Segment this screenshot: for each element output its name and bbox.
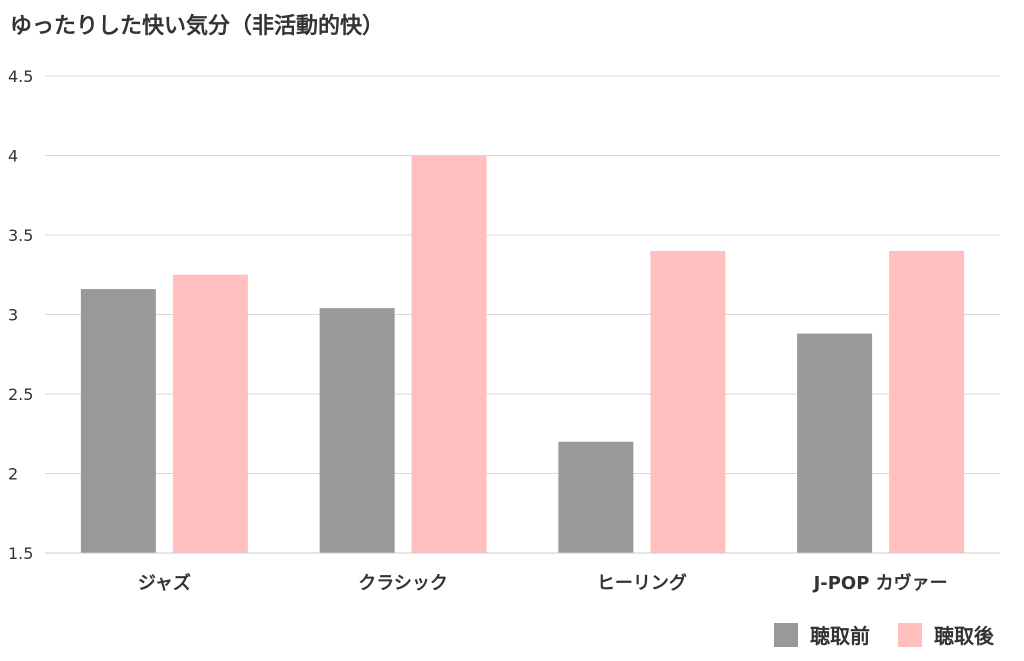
legend-swatch-after xyxy=(898,622,922,647)
legend-swatch-before xyxy=(774,622,798,647)
bar-before xyxy=(319,308,395,553)
bar-after xyxy=(889,250,965,553)
y-tick-label: 3.5 xyxy=(8,226,33,245)
x-category-label: クラシック xyxy=(358,573,448,594)
legend-label-before: 聴取前 xyxy=(810,624,870,648)
bar-after xyxy=(411,155,487,553)
bar-before xyxy=(797,333,873,553)
chart-title: ゆったりした快い気分（非活動的快） xyxy=(10,14,385,39)
y-tick-label: 4 xyxy=(8,147,18,166)
y-tick-label: 2.5 xyxy=(8,385,33,404)
x-category-label: ジャズ xyxy=(138,572,191,594)
bar-after xyxy=(172,274,248,553)
x-category-label: J-POP カヴァー xyxy=(812,572,948,594)
bar-before xyxy=(558,441,634,553)
legend-item-before: 聴取前 xyxy=(774,620,870,649)
y-tick-label: 2 xyxy=(8,465,18,484)
bar-before xyxy=(80,289,156,553)
y-tick-label: 3 xyxy=(8,306,18,325)
bar-after xyxy=(650,250,726,553)
legend: 聴取前 聴取後 xyxy=(774,620,994,649)
x-category-label: ヒーリング xyxy=(597,572,687,594)
y-tick-label: 4.5 xyxy=(8,67,33,86)
legend-item-after: 聴取後 xyxy=(898,620,994,649)
legend-label-after: 聴取後 xyxy=(934,624,994,648)
y-tick-label: 1.5 xyxy=(8,544,33,563)
